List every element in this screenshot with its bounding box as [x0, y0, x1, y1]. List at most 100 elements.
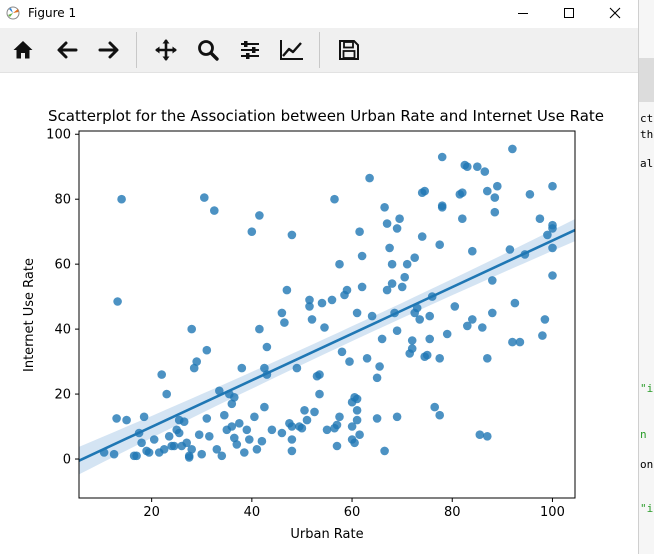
data-point: [548, 243, 557, 253]
data-point: [240, 448, 249, 457]
data-point: [538, 331, 547, 340]
data-point: [422, 350, 432, 360]
side-text: the: [640, 128, 654, 141]
y-tick-label: 100: [46, 128, 71, 143]
data-point: [525, 190, 535, 199]
y-tick-label: 20: [54, 388, 71, 403]
plot-frame: [78, 130, 576, 499]
data-point: [342, 285, 352, 295]
title-bar: Figure 1: [0, 0, 638, 26]
data-point: [515, 337, 525, 347]
chart-title: Scatterplot for the Association between …: [48, 107, 604, 125]
side-text: n: [640, 428, 647, 441]
data-point: [200, 193, 209, 202]
data-point: [187, 324, 196, 334]
data-point: [488, 308, 497, 318]
data-point: [397, 282, 407, 292]
data-point: [483, 354, 492, 363]
data-point: [352, 406, 362, 415]
save-button[interactable]: [332, 33, 366, 67]
data-point: [189, 363, 199, 373]
data-point: [395, 214, 404, 223]
configure-subplots-button[interactable]: [233, 33, 267, 67]
data-point: [458, 214, 467, 223]
pan-button[interactable]: [149, 33, 183, 67]
data-point: [407, 344, 417, 353]
data-point: [137, 438, 146, 448]
data-point: [535, 214, 545, 223]
data-point: [380, 203, 389, 212]
minimize-icon: [518, 13, 528, 14]
data-point: [335, 412, 344, 422]
data-point: [372, 373, 382, 383]
data-point: [387, 279, 397, 288]
data-point: [262, 342, 272, 352]
data-point: [255, 324, 264, 334]
data-point: [194, 430, 204, 440]
data-point: [458, 188, 467, 197]
back-button[interactable]: [50, 33, 84, 67]
data-point: [280, 318, 289, 327]
data-point: [292, 363, 302, 373]
data-point: [287, 446, 297, 456]
data-point: [540, 315, 550, 324]
data-point: [113, 297, 122, 306]
data-point: [232, 440, 242, 449]
data-point: [450, 302, 460, 311]
data-point: [174, 428, 184, 438]
scatterplot-chart: Scatterplot for the Association between …: [22, 107, 604, 542]
data-point: [490, 207, 500, 217]
forward-button[interactable]: [92, 33, 126, 67]
data-point: [475, 430, 485, 440]
side-text: "i: [640, 382, 654, 395]
data-point: [392, 412, 402, 422]
data-point: [355, 227, 364, 236]
data-point: [365, 173, 374, 183]
maximize-button[interactable]: [546, 0, 592, 26]
data-point: [387, 259, 397, 269]
minimize-button[interactable]: [500, 0, 546, 26]
data-point: [184, 453, 194, 462]
x-tick-label: 20: [143, 505, 160, 520]
data-point: [463, 321, 472, 331]
data-point: [235, 419, 244, 428]
data-point: [508, 144, 517, 154]
data-point: [347, 422, 357, 431]
data-point: [377, 334, 387, 344]
data-point: [144, 448, 154, 457]
data-point: [420, 186, 430, 196]
home-button[interactable]: [6, 33, 40, 67]
data-point: [247, 227, 257, 236]
data-point: [287, 422, 297, 431]
data-point: [483, 186, 492, 196]
data-point: [230, 393, 239, 402]
data-point: [437, 152, 447, 162]
floppy-disk-icon: [339, 40, 359, 60]
data-point: [139, 412, 149, 422]
sliders-icon: [241, 41, 259, 59]
data-point: [468, 315, 477, 324]
data-point: [217, 451, 227, 461]
data-point: [392, 224, 402, 233]
data-point: [317, 298, 327, 308]
x-tick-label: 80: [444, 505, 461, 520]
data-point: [192, 357, 201, 366]
side-text: on: [640, 458, 654, 471]
data-point: [245, 435, 254, 444]
edit-axis-button[interactable]: [275, 33, 309, 67]
zoom-button[interactable]: [191, 33, 225, 67]
data-point: [159, 445, 169, 454]
data-point: [162, 389, 171, 399]
data-point: [117, 194, 126, 204]
close-icon: [609, 7, 621, 19]
data-point: [310, 407, 319, 417]
data-point: [202, 345, 212, 355]
data-point: [335, 259, 344, 269]
toolbar-separator: [319, 32, 320, 68]
x-tick-label: 60: [344, 505, 361, 520]
close-button[interactable]: [592, 0, 638, 26]
figure-canvas: Scatterplot for the Association between …: [0, 74, 638, 554]
side-text: all: [640, 157, 654, 170]
data-point: [277, 308, 287, 318]
data-point: [122, 415, 131, 425]
